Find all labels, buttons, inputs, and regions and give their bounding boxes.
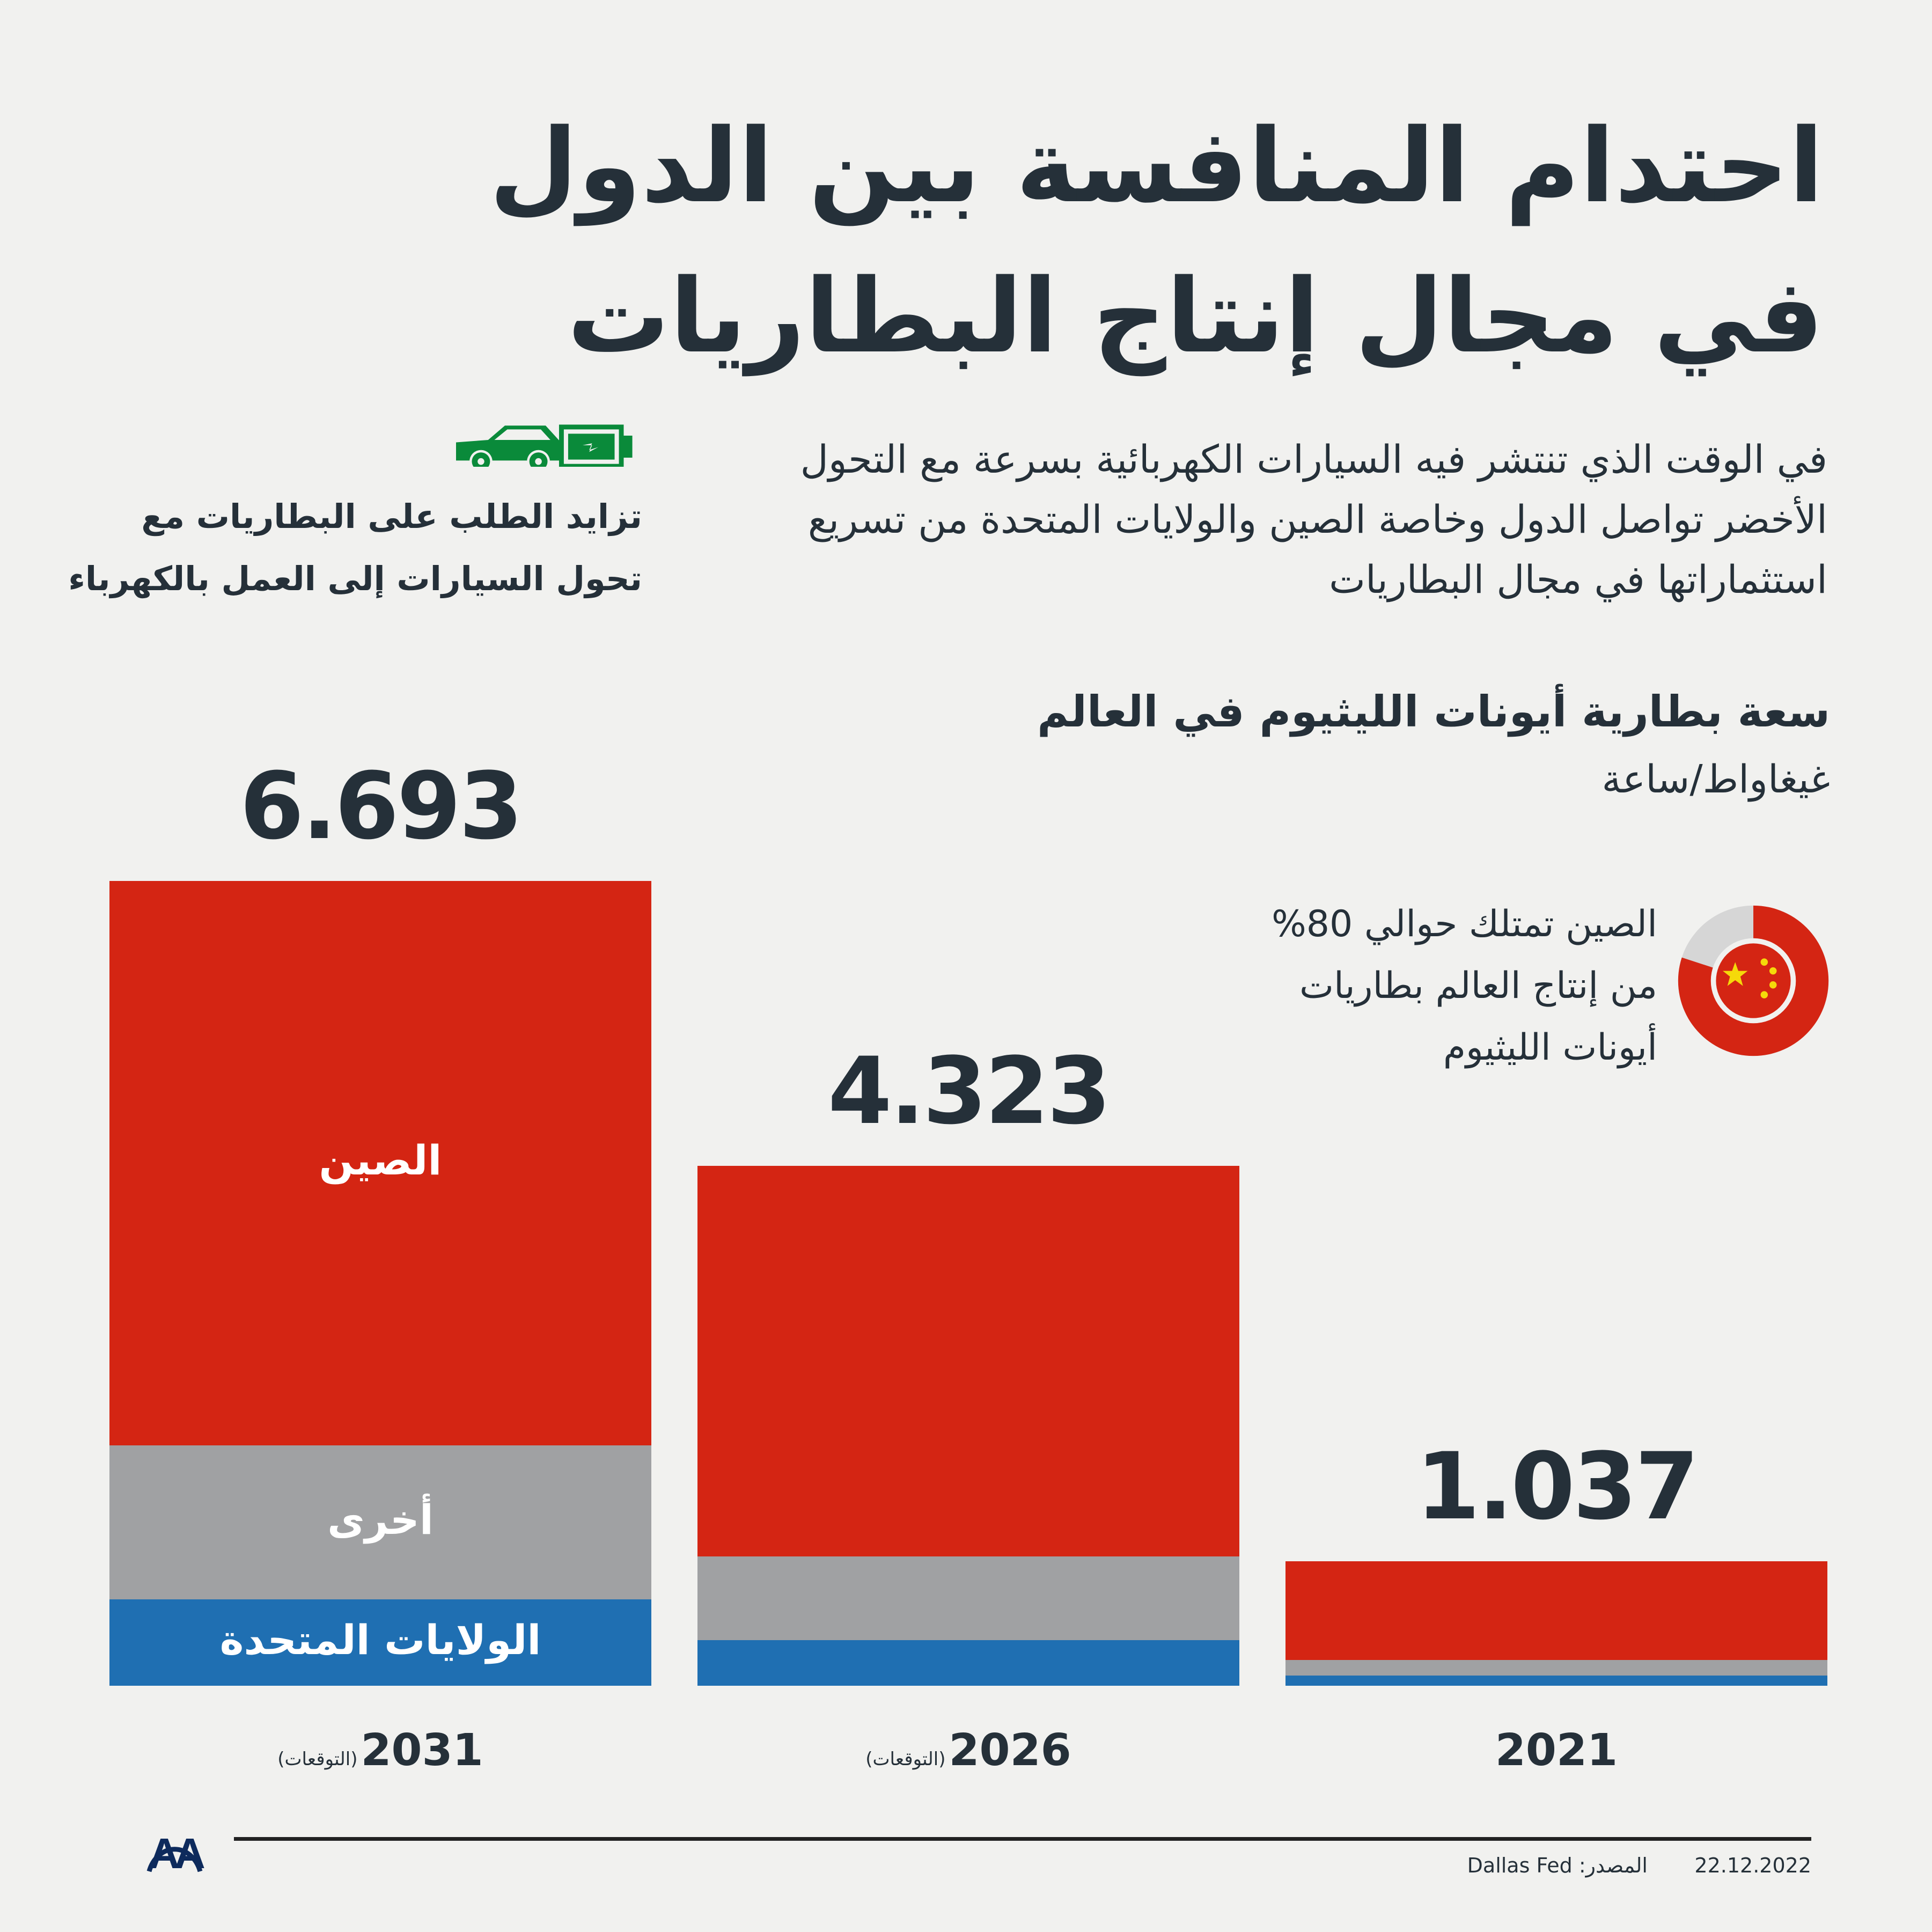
china-flag-icon [1716,943,1791,1018]
intro-text: في الوقت الذي تنتشر فيه السيارات الكهربا… [800,437,1827,602]
chart-unit: غيغاواط/ساعة [1602,756,1831,802]
svg-text:AA: AA [149,1830,204,1872]
forecast-note: (التوقعات) [277,1749,358,1770]
segment-label: الصين [319,1136,442,1184]
footer-divider [234,1837,1811,1841]
total-label-2021: 1.037 [1415,1432,1699,1540]
bar-segment-2026-2 [697,1166,1239,1557]
year-label-2021: 2021 [1495,1725,1618,1776]
chart-title: سعة بطارية أيونات الليثيوم في العالم [1037,687,1830,737]
bar-segment-2021-0 [1285,1675,1827,1686]
title-line-2: في مجال إنتاج البطاريات [567,257,1824,376]
segment-label: الولايات المتحدة [219,1615,541,1664]
bar-2026 [697,1166,1239,1686]
bar-segment-2031-1: أخرى [109,1445,651,1600]
title-line-1: احتدام المنافسة بين الدول [489,107,1824,225]
china-share-donut [1678,905,1829,1056]
forecast-note: (التوقعات) [865,1749,946,1770]
bar-segment-2021-1 [1285,1660,1827,1676]
year-label-2031: (التوقعات)2031 [277,1725,483,1776]
bar-segment-2031-0: الولايات المتحدة [109,1599,651,1686]
aa-logo: AA [146,1830,210,1872]
bar-segment-2026-1 [697,1556,1239,1641]
bar-segment-2031-2: الصين [109,881,651,1445]
bar-segment-2021-2 [1285,1561,1827,1661]
battery-icon [559,424,633,467]
bar-2031: الولايات المتحدة أخرى الصين [109,881,651,1686]
china-share-callout: الصين تمتلك حوالي 80% من إنتاج العالم بط… [1272,903,1657,1069]
page-title: احتدام المنافسة بين الدول في مجال إنتاج … [429,91,1824,392]
demand-note: تزايد الطلب على البطاريات مع تحول السيار… [68,497,642,598]
total-label-2026: 4.323 [827,1037,1111,1145]
bar-2021 [1285,1561,1827,1686]
source-text: المصدر: Dallas Fed [1467,1854,1648,1877]
total-label-2031: 6.693 [239,752,523,860]
bar-segment-2026-0 [697,1640,1239,1686]
year-label-2026: (التوقعات)2026 [865,1725,1071,1776]
segment-label: أخرى [327,1495,434,1544]
date-text: 22.12.2022 [1694,1854,1811,1877]
car-icon [456,425,568,467]
ev-battery-icons [456,424,633,467]
